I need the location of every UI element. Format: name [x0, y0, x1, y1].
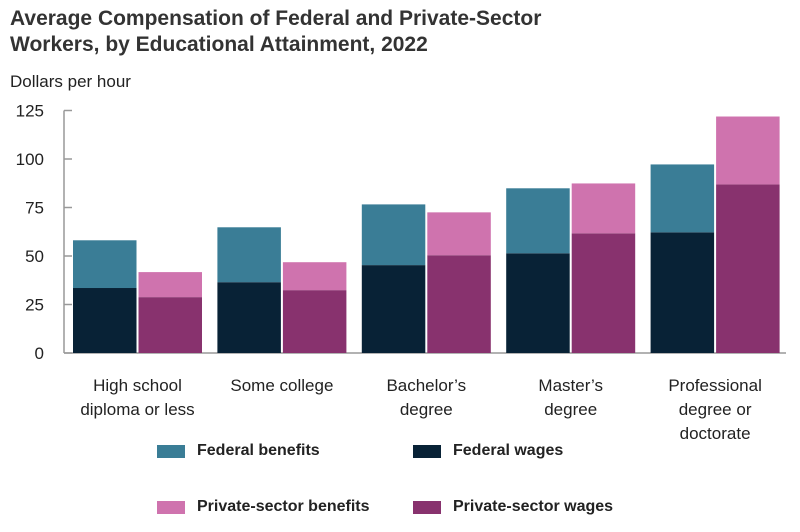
x-tick-label: Professional — [668, 376, 762, 395]
legend-label: Federal benefits — [197, 442, 320, 459]
x-tick-label: Master’s — [538, 376, 603, 395]
legend-private-benefits: Private-sector benefits — [157, 498, 370, 516]
bar-private-sector-wages — [427, 255, 491, 353]
legend-label: Private-sector benefits — [197, 498, 370, 515]
bar-private-sector-benefits — [282, 262, 347, 291]
y-tick-label: 25 — [25, 296, 44, 315]
y-tick-label: 75 — [25, 199, 44, 218]
bar-federal-wages — [73, 288, 137, 353]
bar-federal-benefits — [73, 240, 137, 289]
y-tick-label: 50 — [25, 247, 44, 266]
legend-federal-wages: Federal wages — [413, 442, 563, 460]
x-tick-label: doctorate — [680, 424, 751, 443]
x-tick-label: diploma or less — [80, 400, 194, 419]
bar-private-sector-wages — [282, 290, 347, 353]
x-tick-label: degree — [400, 400, 453, 419]
bar-federal-benefits — [650, 164, 715, 233]
bar-private-sector-wages — [716, 184, 780, 353]
y-tick-label: 100 — [16, 150, 44, 169]
bar-federal-wages — [217, 282, 281, 353]
bar-private-sector-wages — [571, 233, 636, 353]
x-tick-label: degree or — [679, 400, 752, 419]
bar-federal-wages — [506, 253, 570, 353]
x-tick-label: degree — [544, 400, 597, 419]
x-tick-label: Some college — [230, 376, 333, 395]
legend-private-wages: Private-sector wages — [413, 498, 613, 516]
chart-title: Average Compensation of Federal and Priv… — [10, 7, 542, 56]
bar-federal-benefits — [217, 227, 281, 283]
bar-private-sector-benefits — [138, 272, 202, 298]
y-axis-label: Dollars per hour — [10, 72, 131, 91]
bar-federal-wages — [361, 265, 426, 353]
x-tick-label: Bachelor’s — [386, 376, 466, 395]
y-tick-label: 0 — [35, 344, 44, 363]
bar-private-sector-benefits — [427, 212, 491, 256]
legend-federal-benefits: Federal benefits — [157, 442, 320, 460]
bar-federal-benefits — [361, 204, 426, 266]
legend-label: Private-sector wages — [453, 498, 614, 515]
legend-label: Federal wages — [453, 442, 564, 459]
bar-federal-wages — [650, 232, 715, 353]
bar-private-sector-wages — [138, 297, 202, 353]
bar-private-sector-benefits — [571, 183, 636, 234]
y-tick-label: 125 — [16, 102, 44, 121]
bar-federal-benefits — [506, 188, 570, 254]
x-tick-label: High school — [93, 376, 182, 395]
bar-private-sector-benefits — [716, 116, 780, 185]
